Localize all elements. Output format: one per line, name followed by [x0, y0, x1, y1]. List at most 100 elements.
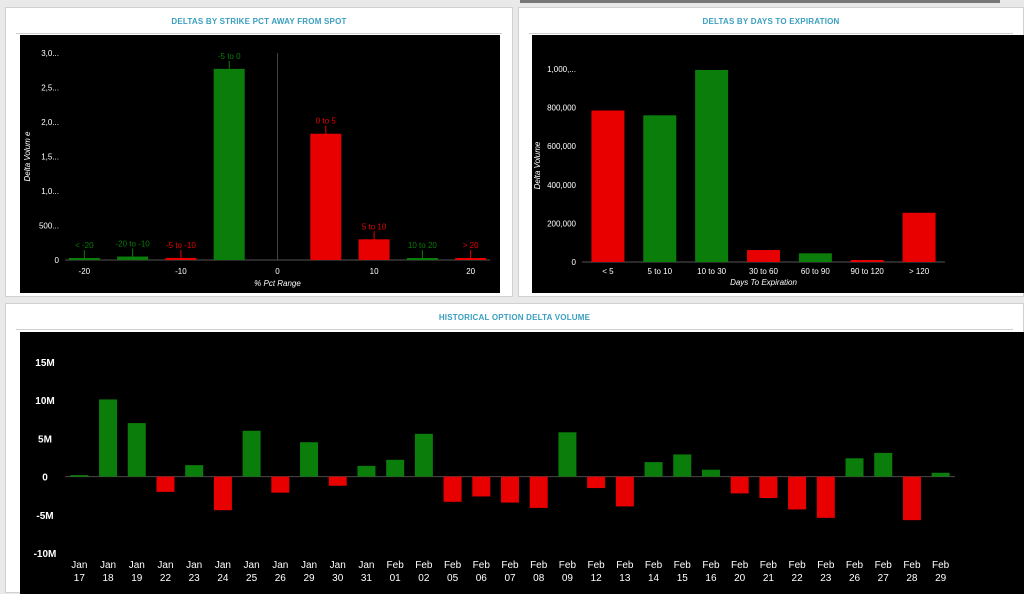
bar	[816, 476, 835, 518]
y-axis-title: Delta Volume	[533, 141, 542, 189]
bar	[845, 458, 864, 477]
bar	[68, 258, 100, 260]
x-tick-month: Feb	[387, 560, 405, 571]
bar	[443, 476, 462, 502]
x-tick-label: 10	[370, 267, 379, 276]
y-tick-label: 10M	[35, 396, 54, 407]
y-tick-label: 1,0...	[41, 187, 59, 196]
x-tick-month: Feb	[616, 560, 634, 571]
y-tick-label: 800,000	[547, 104, 576, 113]
x-tick-month: Feb	[501, 560, 519, 571]
bar	[300, 442, 319, 477]
x-tick-month: Feb	[588, 560, 606, 571]
data-label: -5 to 0	[218, 52, 241, 61]
x-tick-month: Feb	[530, 560, 548, 571]
bar	[357, 465, 376, 477]
bar	[644, 462, 663, 477]
y-tick-label: 0	[572, 258, 577, 267]
x-tick-label: -20	[79, 267, 91, 276]
bar	[213, 68, 245, 260]
bar	[213, 476, 232, 511]
x-tick-month: Feb	[875, 560, 893, 571]
y-axis-title: Delta Volum e	[23, 131, 32, 182]
days-expiration-panel: DELTAS BY DAYS TO EXPIRATION 0 200,000 400…	[518, 7, 1024, 297]
x-tick-day: 07	[504, 573, 516, 584]
x-tick-label: 20	[466, 267, 475, 276]
bar	[328, 476, 347, 486]
x-axis-title: Days To Expiration	[730, 278, 797, 287]
data-label: 5 to 10	[362, 222, 387, 231]
x-tick-day: 29	[303, 573, 315, 584]
historical-chart-svg: -10M -5M 0 5M 10M 15M Jan 17 Jan 18 Jan 19 Jan 22 Jan 2…	[34, 358, 955, 584]
bar	[615, 476, 634, 507]
x-tick-label: > 120	[909, 267, 930, 276]
strike-panel-title: DELTAS BY STRIKE PCT AWAY FROM SPOT	[171, 17, 347, 26]
x-tick-day: 18	[103, 573, 115, 584]
data-label: 10 to 20	[408, 241, 437, 250]
y-tick-label: 600,000	[547, 142, 576, 151]
days-panel-title: DELTAS BY DAYS TO EXPIRATION	[702, 17, 840, 26]
bar	[759, 476, 778, 498]
bar	[558, 432, 577, 477]
x-tick-label: 10 to 30	[697, 267, 726, 276]
bar	[798, 253, 832, 262]
bar	[747, 250, 780, 262]
bar	[788, 476, 807, 510]
title-divider	[529, 33, 1013, 34]
x-tick-day: 28	[906, 573, 918, 584]
y-tick-label: 5M	[38, 434, 52, 445]
x-tick-month: Jan	[129, 560, 145, 571]
x-tick-month: Jan	[330, 560, 346, 571]
data-label: < -20	[75, 241, 94, 250]
x-tick-day: 24	[217, 573, 229, 584]
x-tick-day: 17	[74, 573, 86, 584]
y-tick-label: 500...	[39, 222, 59, 231]
y-tick-label: 0	[55, 256, 60, 265]
x-tick-month: Jan	[186, 560, 202, 571]
x-tick-day: 29	[935, 573, 947, 584]
x-tick-label: < 5	[602, 267, 614, 276]
data-label: -20 to -10	[115, 240, 150, 249]
bar	[850, 260, 884, 262]
x-tick-label: 90 to 120	[851, 267, 885, 276]
x-tick-day: 21	[763, 573, 775, 584]
x-tick-day: 13	[619, 573, 631, 584]
x-tick-month: Feb	[473, 560, 491, 571]
y-tick-label: 2,5...	[41, 84, 59, 93]
bar	[673, 454, 692, 477]
historical-panel-title: HISTORICAL OPTION DELTA VOLUME	[438, 313, 591, 322]
x-tick-day: 16	[705, 573, 717, 584]
x-tick-day: 12	[591, 573, 603, 584]
x-tick-month: Feb	[760, 560, 778, 571]
y-tick-label: 1,000,...	[547, 65, 576, 74]
strike-chart-svg: 0 500... 1,0... 1,5... 2,0... 2,5... 3,0... -20…	[23, 49, 490, 288]
bar	[591, 110, 625, 263]
x-tick-day: 14	[648, 573, 660, 584]
days-chart-svg: 0 200,000 400,000 600,000 800,000 1,000,... < …	[533, 65, 945, 287]
x-tick-day: 25	[246, 573, 258, 584]
bar	[117, 256, 149, 260]
x-tick-month: Jan	[100, 560, 116, 571]
bar	[99, 399, 118, 477]
x-tick-month: Jan	[272, 560, 288, 571]
bar	[472, 476, 491, 497]
bar	[874, 452, 893, 477]
x-tick-month: Jan	[358, 560, 374, 571]
x-tick-day: 23	[189, 573, 201, 584]
x-tick-day: 06	[476, 573, 488, 584]
y-tick-label: 200,000	[547, 219, 576, 228]
x-tick-month: Feb	[702, 560, 720, 571]
x-tick-label: 5 to 10	[648, 267, 673, 276]
x-tick-month: Feb	[444, 560, 462, 571]
bar	[695, 69, 729, 262]
historical-chart: -10M -5M 0 5M 10M 15M Jan 17 Jan 18 Jan 19 Jan 22 Jan 2…	[20, 332, 1024, 594]
x-tick-month: Feb	[559, 560, 577, 571]
bar	[931, 472, 950, 477]
x-tick-day: 02	[418, 573, 430, 584]
bar	[529, 476, 548, 508]
bar	[386, 459, 405, 477]
bar	[310, 133, 342, 260]
bar	[127, 423, 146, 477]
y-tick-label: 400,000	[547, 181, 576, 190]
x-tick-day: 05	[447, 573, 459, 584]
